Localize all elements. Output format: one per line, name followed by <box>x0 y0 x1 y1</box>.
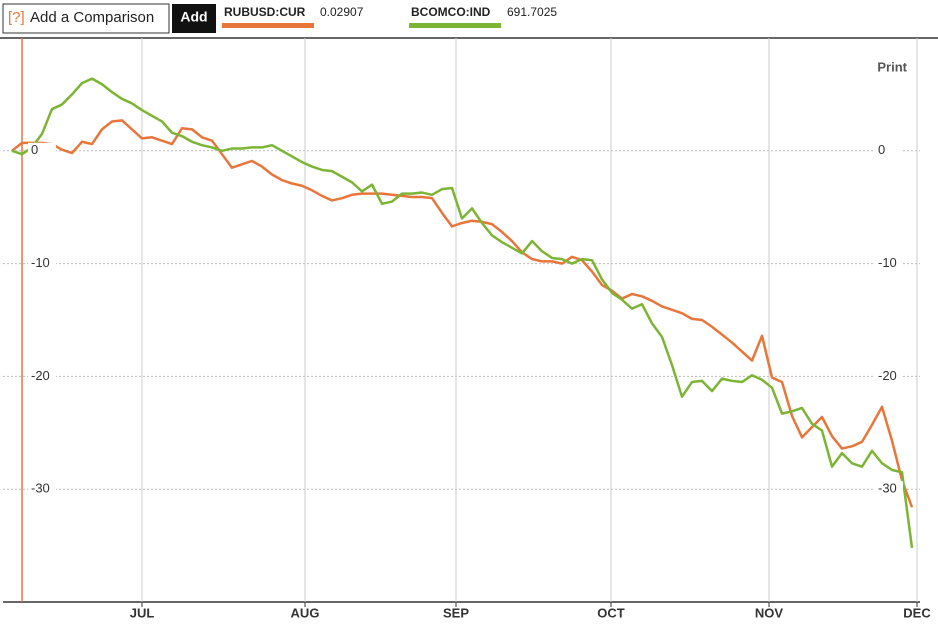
tick-label-box <box>28 368 56 385</box>
help-link[interactable]: [?] <box>8 9 25 26</box>
series-lines <box>11 77 914 549</box>
grid <box>3 38 920 602</box>
legend-name: BCOMCO:IND <box>411 5 491 19</box>
y-tick-label-right: -20 <box>878 368 897 383</box>
series-line <box>11 77 914 549</box>
legend-swatch <box>409 23 501 28</box>
legend: RUBUSD:CUR 0.02907 BCOMCO:IND 691.7025 <box>222 5 557 28</box>
y-tick-label-right: -10 <box>878 255 897 270</box>
tick-label-box <box>28 255 56 272</box>
x-tick-label: JUL <box>130 605 155 620</box>
tick-label-box <box>28 142 56 159</box>
tick-label-box <box>875 368 903 385</box>
y-tick-label-left: -30 <box>31 481 50 496</box>
y-tick-label-left: -10 <box>31 255 50 270</box>
x-tick-label: SEP <box>443 605 469 620</box>
x-tick-label: NOV <box>755 605 784 620</box>
tick-labels: 0 0 -10 -10 -20 -20 -30 -30 JUL AUG SEP OCT NOV DEC <box>28 142 931 620</box>
tick-label-box <box>875 255 903 272</box>
y-tick-label-right: -30 <box>878 481 897 496</box>
input-placeholder: Add a Comparison <box>30 9 154 26</box>
x-tick-label: OCT <box>597 605 625 620</box>
legend-quote: 0.02907 <box>320 5 364 19</box>
add-button-label: Add <box>180 9 207 25</box>
legend-quote: 691.7025 <box>507 5 557 19</box>
comparison-input[interactable] <box>2 3 170 34</box>
print-link[interactable]: Print <box>877 59 907 74</box>
x-tick-label: AUG <box>291 605 320 620</box>
tick-label-box <box>875 142 903 159</box>
y-tick-label-right: 0 <box>878 142 885 157</box>
y-tick-label-left: 0 <box>31 142 38 157</box>
tick-label-box <box>875 481 903 498</box>
legend-swatch <box>222 23 314 28</box>
tick-label-box <box>28 481 56 498</box>
y-tick-label-left: -20 <box>31 368 50 383</box>
series-line <box>11 119 914 508</box>
legend-name: RUBUSD:CUR <box>224 5 306 19</box>
add-button[interactable] <box>172 4 216 33</box>
x-tick-label: DEC <box>903 605 931 620</box>
